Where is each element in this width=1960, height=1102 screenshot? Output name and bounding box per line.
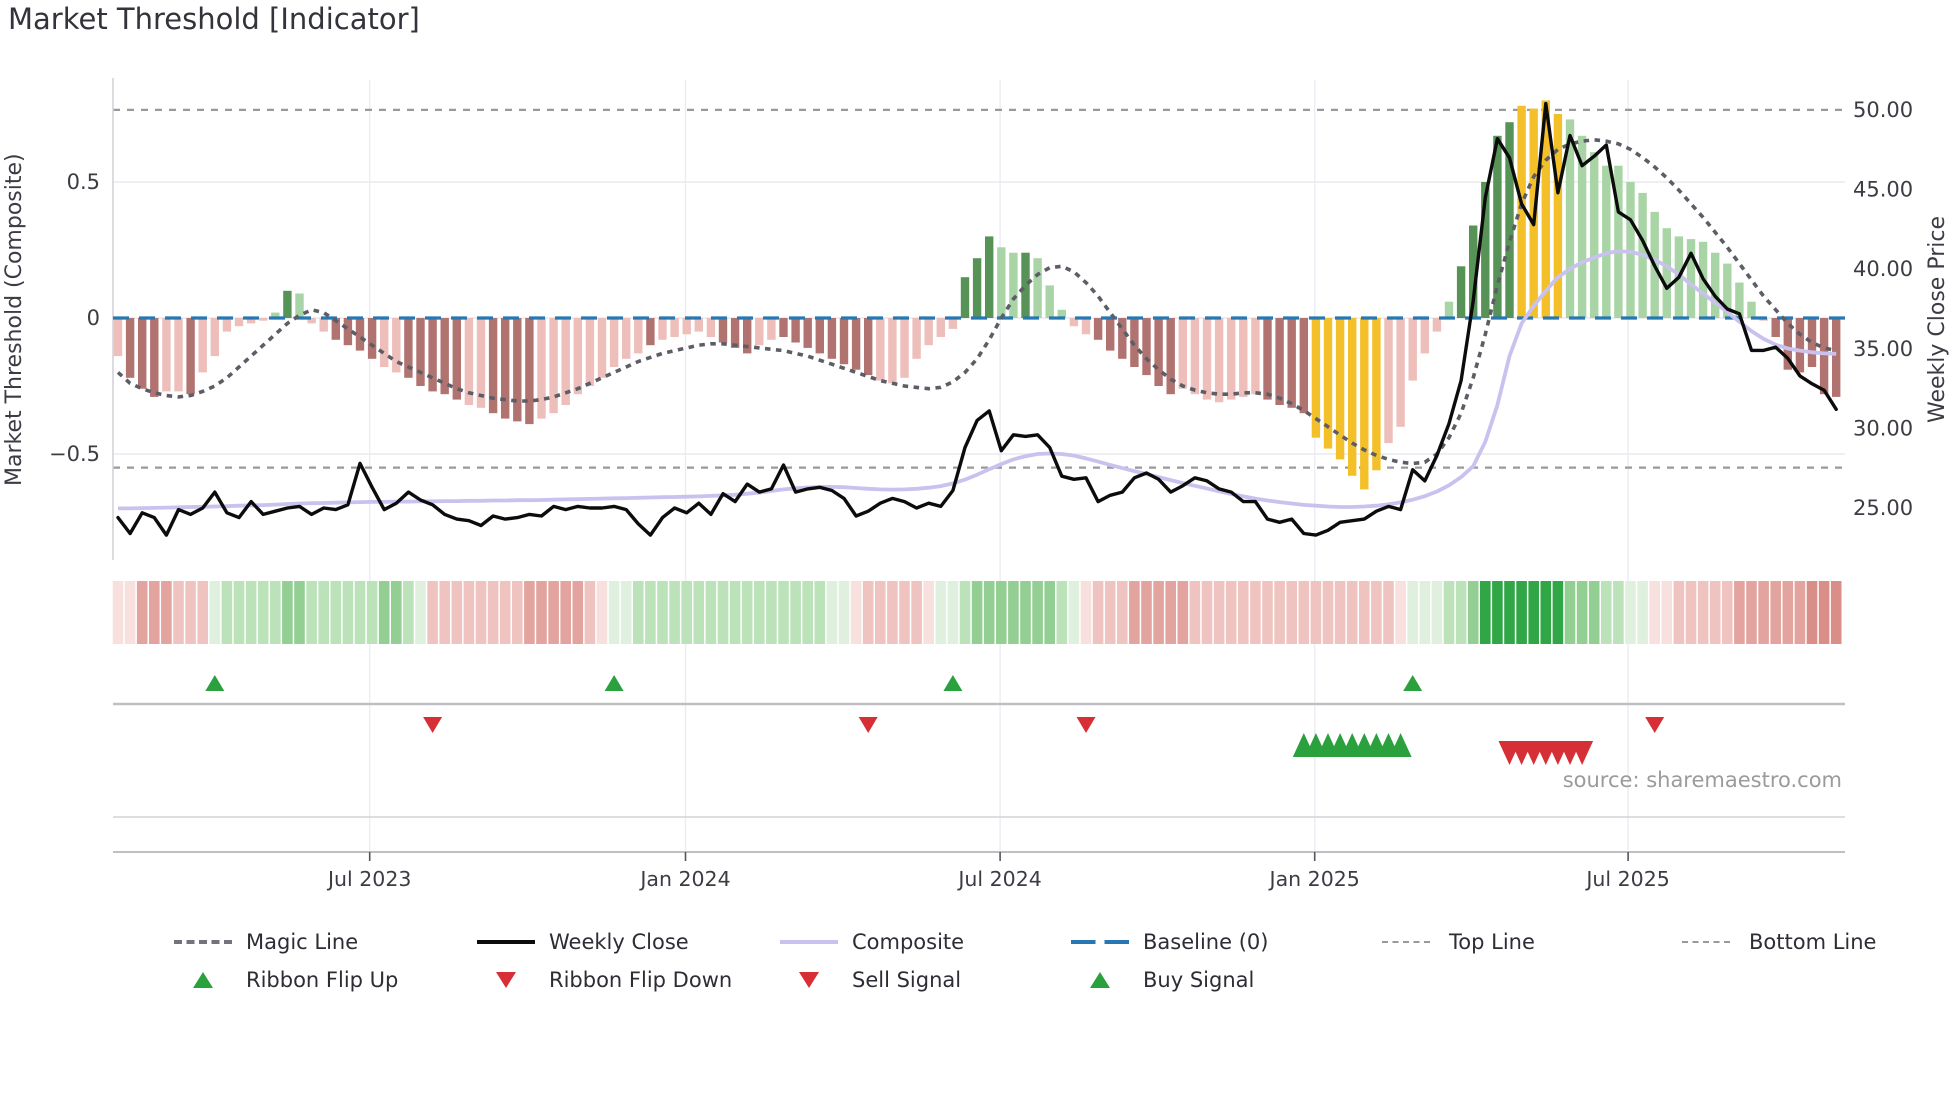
svg-text:30.00: 30.00 (1853, 416, 1913, 440)
source-credit: source: sharemaestro.com (1562, 768, 1842, 792)
svg-text:Jan 2025: Jan 2025 (1268, 867, 1360, 891)
chart-title: Market Threshold [Indicator] (8, 2, 420, 36)
svg-text:0.5: 0.5 (67, 170, 100, 194)
svg-text:35.00: 35.00 (1853, 337, 1913, 361)
right-axis-title: Weekly Close Price (1925, 216, 1950, 424)
svg-text:Jul 2025: Jul 2025 (1584, 867, 1669, 891)
svg-text:Jul 2023: Jul 2023 (326, 867, 411, 891)
svg-text:50.00: 50.00 (1853, 98, 1913, 122)
svg-text:−0.5: −0.5 (49, 442, 100, 466)
left-axis-title: Market Threshold (Composite) (2, 153, 27, 487)
svg-text:Jul 2024: Jul 2024 (956, 867, 1041, 891)
svg-text:Jan 2024: Jan 2024 (638, 867, 730, 891)
svg-text:0: 0 (87, 306, 100, 330)
svg-text:45.00: 45.00 (1853, 178, 1913, 202)
svg-text:25.00: 25.00 (1853, 496, 1913, 520)
svg-text:40.00: 40.00 (1853, 257, 1913, 281)
